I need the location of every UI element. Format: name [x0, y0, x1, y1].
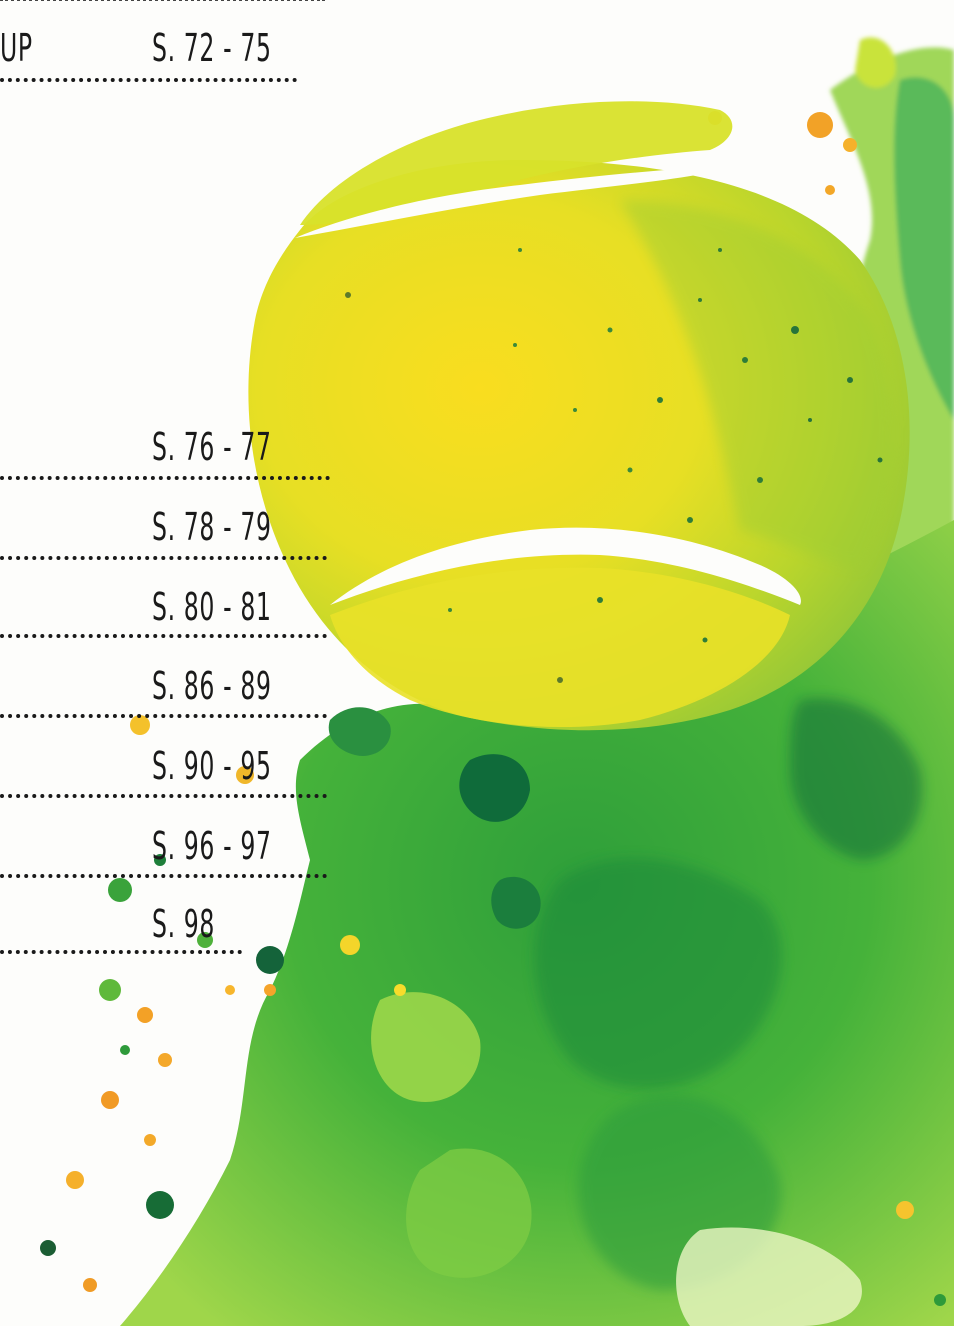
- toc-entry-8-pages[interactable]: S. 98: [152, 902, 216, 946]
- toc-entry-7-pages[interactable]: S. 96 - 97: [152, 824, 272, 868]
- toc-entry-1-leader: [0, 78, 297, 82]
- splash-bottom-icon: [120, 520, 954, 1326]
- toc-entry-8-leader: [0, 950, 242, 954]
- toc-entry-3-leader: [0, 556, 327, 560]
- toc-divider-top: [0, 0, 325, 1]
- toc-entry-2-leader: [0, 476, 330, 480]
- tennis-ball-icon: [248, 101, 910, 731]
- toc-entry-4-pages[interactable]: S. 80 - 81: [152, 585, 272, 629]
- toc-entry-5-pages[interactable]: S. 86 - 89: [152, 664, 272, 708]
- toc-entry-7-leader: [0, 874, 327, 878]
- toc-entry-4-leader: [0, 634, 327, 638]
- toc-entry-3-pages[interactable]: S. 78 - 79: [152, 505, 272, 549]
- toc-entry-6-leader: [0, 794, 327, 798]
- toc-entry-1-pages[interactable]: S. 72 - 75: [152, 26, 272, 70]
- toc-entry-2-pages[interactable]: S. 76 - 77: [152, 425, 272, 469]
- toc-entry-1-fragment: UP: [0, 26, 33, 70]
- droplets-icon: [40, 111, 946, 1306]
- toc-entry-5-leader: [0, 714, 327, 718]
- toc-entry-6-pages[interactable]: S. 90 - 95: [152, 744, 272, 788]
